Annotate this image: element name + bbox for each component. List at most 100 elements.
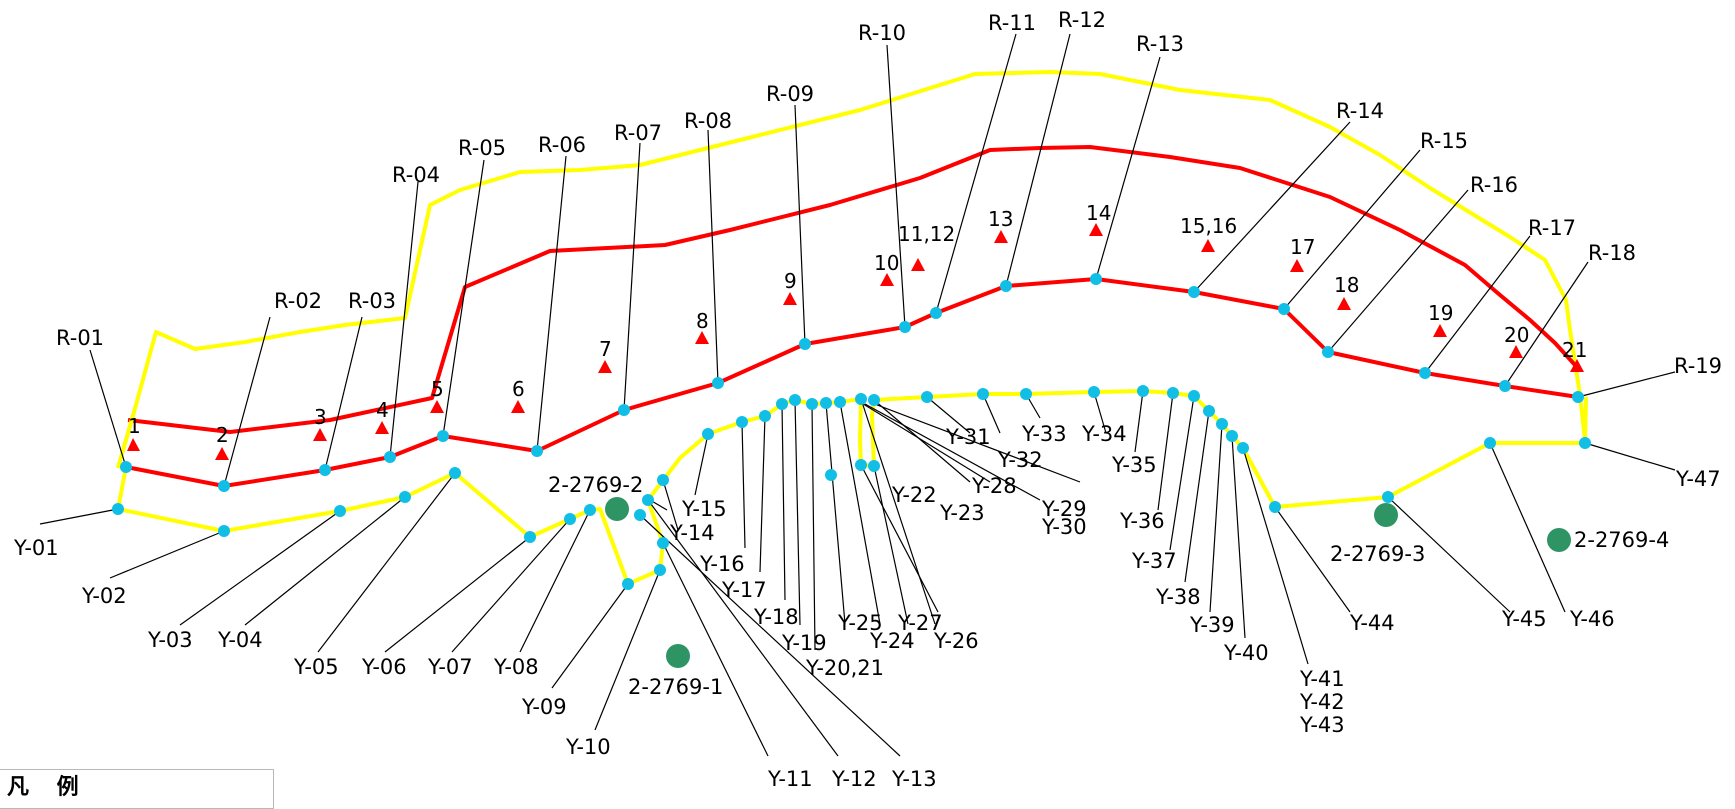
point-dot xyxy=(112,503,124,515)
point-dot xyxy=(622,578,634,590)
y-label: Y-19 xyxy=(781,631,827,655)
legend-box: 凡 例 xyxy=(0,769,274,809)
y-label: Y-04 xyxy=(217,628,263,652)
reference-markers xyxy=(127,223,1584,460)
point-dot xyxy=(437,430,449,442)
point-dot xyxy=(855,393,867,405)
y-label: Y-25 xyxy=(837,611,883,635)
point-dot xyxy=(1167,387,1179,399)
point-dot xyxy=(868,460,880,472)
y-label: Y-37 xyxy=(1131,549,1177,573)
y-label: Y-44 xyxy=(1349,611,1395,635)
r-label: R-05 xyxy=(458,136,506,160)
point-dot xyxy=(868,394,880,406)
triangle-marker xyxy=(994,230,1008,243)
triangle-marker xyxy=(430,400,444,413)
point-dot xyxy=(1419,367,1431,379)
boundary-label: 2-2769-1 xyxy=(628,675,723,699)
y-label: Y-30 xyxy=(1041,515,1087,539)
y-label: Y-14 xyxy=(669,521,715,545)
point-dot xyxy=(399,491,411,503)
y-label: Y-28 xyxy=(971,474,1017,498)
r-label: R-18 xyxy=(1588,241,1636,265)
point-dot xyxy=(524,531,536,543)
y-label: Y-32 xyxy=(997,448,1043,472)
survey-points xyxy=(112,273,1591,590)
r-label: R-11 xyxy=(988,11,1036,35)
triangle-marker xyxy=(1201,239,1215,252)
point-dot xyxy=(531,445,543,457)
r-label: R-19 xyxy=(1674,354,1722,378)
y-label: Y-36 xyxy=(1119,509,1165,533)
triangle-label: 15,16 xyxy=(1180,214,1237,238)
point-dot xyxy=(634,509,646,521)
r-label: R-01 xyxy=(56,326,104,350)
triangle-marker xyxy=(1290,259,1304,272)
y-label: Y-11 xyxy=(767,767,813,791)
point-dot xyxy=(1090,273,1102,285)
triangle-marker xyxy=(215,447,229,460)
r-label: R-17 xyxy=(1528,216,1576,240)
triangle-marker xyxy=(511,400,525,413)
point-dot xyxy=(825,469,837,481)
point-dot xyxy=(834,396,846,408)
y-label: Y-27 xyxy=(897,611,943,635)
point-dot xyxy=(1137,385,1149,397)
point-dot xyxy=(1572,391,1584,403)
triangle-label: 10 xyxy=(874,251,899,275)
r-label: R-04 xyxy=(392,163,440,187)
y-label: Y-08 xyxy=(493,655,539,679)
point-dot xyxy=(1484,437,1496,449)
y-label: Y-40 xyxy=(1223,641,1269,665)
r-label: R-03 xyxy=(348,289,396,313)
triangle-label: 20 xyxy=(1504,323,1529,347)
y-label: Y-01 xyxy=(13,536,59,560)
point-dot xyxy=(384,451,396,463)
point-dot xyxy=(855,459,867,471)
y-label: Y-07 xyxy=(427,655,473,679)
point-dot xyxy=(776,398,788,410)
r-label: R-13 xyxy=(1136,32,1184,56)
triangle-number-labels: 1 2 3 4 5 6 7 8 9 10 11,12 13 14 15,16 1… xyxy=(128,201,1587,447)
point-dot xyxy=(1499,380,1511,392)
point-dot xyxy=(642,494,654,506)
triangle-label: 2 xyxy=(216,423,229,447)
r-label: R-12 xyxy=(1058,8,1106,32)
point-dot xyxy=(319,464,331,476)
triangle-marker xyxy=(783,292,797,305)
triangle-marker xyxy=(880,273,894,286)
r-label: R-08 xyxy=(684,109,732,133)
point-dot xyxy=(1088,386,1100,398)
point-dot xyxy=(218,525,230,537)
triangle-marker xyxy=(1570,359,1584,372)
point-dot xyxy=(1188,286,1200,298)
point-dot xyxy=(1278,303,1290,315)
point-dot xyxy=(930,307,942,319)
y-label: Y-26 xyxy=(933,629,979,653)
point-dot xyxy=(1322,346,1334,358)
point-dot xyxy=(1226,430,1238,442)
red-line-upper xyxy=(125,277,1579,488)
point-dot xyxy=(1237,442,1249,454)
triangle-label: 8 xyxy=(696,309,709,333)
r-label: R-15 xyxy=(1420,129,1468,153)
triangle-label: 6 xyxy=(512,377,525,401)
point-dot xyxy=(564,513,576,525)
yellow-spur xyxy=(116,411,136,469)
r-leaders xyxy=(89,33,1676,487)
y-label: Y-29 xyxy=(1041,497,1087,521)
boundary-point xyxy=(1547,528,1571,552)
triangle-marker xyxy=(1337,297,1351,310)
triangle-label: 7 xyxy=(599,337,612,361)
triangle-label: 13 xyxy=(988,207,1013,231)
red-line-inner xyxy=(127,145,1577,434)
boundary-label: 2-2769-3 xyxy=(1330,542,1425,566)
triangle-label: 19 xyxy=(1428,301,1453,325)
y-label: Y-45 xyxy=(1501,607,1547,631)
point-dot xyxy=(1269,501,1281,513)
triangle-marker xyxy=(127,438,140,451)
r-label: R-16 xyxy=(1470,173,1518,197)
boundary-point xyxy=(1374,503,1398,527)
point-dot xyxy=(584,504,596,516)
y-label: Y-38 xyxy=(1155,585,1201,609)
